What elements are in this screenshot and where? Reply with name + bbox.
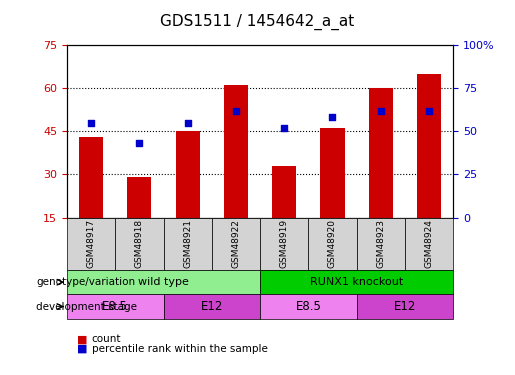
Point [280,125,288,131]
Text: ■: ■ [77,334,88,344]
Bar [224,85,248,218]
Point [232,108,240,114]
Text: development stage: development stage [36,302,137,312]
Bar [272,166,296,218]
Text: GSM48919: GSM48919 [280,219,289,268]
Point [329,114,337,120]
Text: count: count [92,334,121,344]
Text: ■: ■ [77,344,88,354]
Text: RUNX1 knockout: RUNX1 knockout [310,277,403,287]
Point [87,120,95,126]
Text: GDS1511 / 1454642_a_at: GDS1511 / 1454642_a_at [160,14,355,30]
Text: GSM48918: GSM48918 [135,219,144,268]
Text: genotype/variation: genotype/variation [36,277,135,287]
Text: GSM48920: GSM48920 [328,219,337,268]
Text: GSM48921: GSM48921 [183,219,192,268]
Bar [176,131,200,218]
Point [425,108,433,114]
Point [376,108,385,114]
Text: GSM48923: GSM48923 [376,219,385,268]
Text: wild type: wild type [138,277,189,287]
Text: GSM48917: GSM48917 [87,219,96,268]
Text: percentile rank within the sample: percentile rank within the sample [92,344,268,354]
Bar [127,177,151,218]
Bar [369,88,393,218]
Text: E8.5: E8.5 [102,300,128,313]
Point [135,140,144,146]
Bar [320,128,345,217]
Text: GSM48922: GSM48922 [231,219,241,268]
Bar [417,74,441,217]
Bar [79,137,103,218]
Text: E12: E12 [394,300,416,313]
Text: GSM48924: GSM48924 [424,219,434,268]
Point [183,120,192,126]
Text: E8.5: E8.5 [296,300,321,313]
Text: E12: E12 [201,300,223,313]
